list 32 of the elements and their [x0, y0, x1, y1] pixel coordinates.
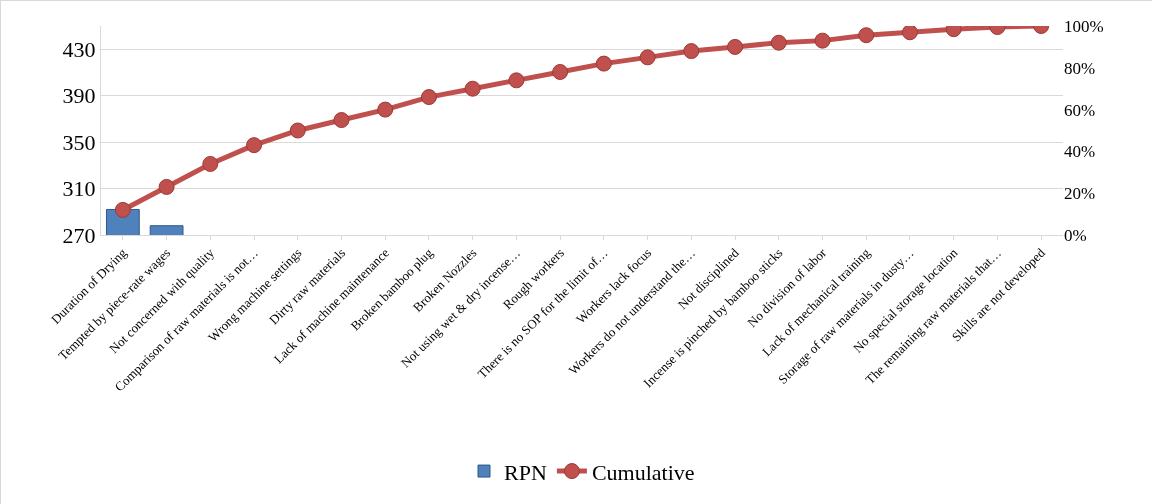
y-tick-label: 350 [62, 129, 96, 155]
y-tick-label: 310 [62, 176, 96, 202]
point [114, 201, 131, 218]
point [901, 26, 918, 41]
y2-tick-label: 0% [1064, 225, 1087, 245]
point [727, 38, 744, 55]
y2-tick-label: 100% [1064, 16, 1104, 36]
point [158, 178, 175, 195]
y-tick-label: 270 [62, 222, 96, 248]
y2-tick-label: 40% [1064, 142, 1096, 162]
y2-tick-label: 80% [1064, 58, 1096, 78]
legend-label: Cumulative [591, 459, 695, 485]
y-tick-label: 390 [62, 83, 96, 109]
point [333, 112, 350, 129]
point [508, 72, 525, 89]
point [289, 122, 306, 139]
y2-tick-label: 20% [1064, 184, 1096, 204]
point [814, 32, 831, 49]
legend-label: RPN [504, 459, 547, 485]
point [552, 63, 569, 80]
point [639, 49, 656, 66]
point [858, 27, 875, 44]
point [202, 155, 219, 172]
y2-tick-label: 60% [1064, 100, 1096, 120]
point [246, 137, 263, 154]
point [420, 89, 437, 106]
point [770, 34, 787, 51]
point [595, 55, 612, 72]
y-tick-label: 430 [62, 36, 96, 62]
point [464, 80, 481, 97]
point [683, 43, 700, 60]
point [377, 101, 394, 118]
